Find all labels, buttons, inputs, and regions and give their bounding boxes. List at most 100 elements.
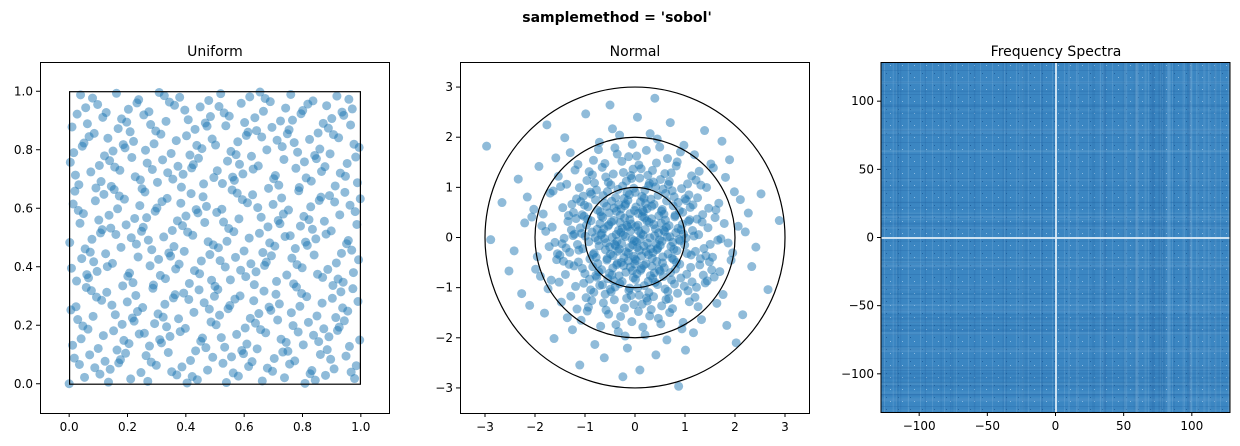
- uniform-point: [290, 244, 300, 254]
- uniform-point: [103, 133, 113, 143]
- uniform-point: [307, 224, 317, 234]
- uniform-point: [105, 156, 115, 166]
- normal-point: [717, 136, 727, 146]
- uniform-point: [258, 248, 268, 258]
- uniform-point: [256, 212, 266, 222]
- uniform-point: [145, 261, 155, 271]
- uniform-point: [322, 101, 332, 111]
- normal-point: [618, 167, 628, 177]
- normal-point: [497, 198, 507, 208]
- normal-point: [603, 221, 613, 231]
- normal-point: [605, 284, 615, 294]
- normal-point: [513, 174, 523, 184]
- normal-point: [568, 231, 578, 241]
- uniform-point: [201, 343, 211, 353]
- uniform-point: [146, 120, 156, 130]
- uniform-point: [328, 280, 338, 290]
- uniform-point: [309, 330, 319, 340]
- normal-points: [482, 93, 784, 391]
- normal-point: [604, 208, 614, 218]
- uniform-point: [297, 263, 307, 273]
- uniform-point: [73, 315, 83, 325]
- uniform-point: [324, 332, 334, 342]
- uniform-title: Uniform: [187, 44, 243, 60]
- uniform-point: [85, 350, 95, 360]
- normal-point: [594, 241, 604, 251]
- uniform-point: [343, 306, 353, 316]
- normal-point: [616, 311, 626, 321]
- uniform-point: [344, 94, 354, 104]
- normal-point: [686, 262, 696, 272]
- uniform-point: [251, 267, 261, 277]
- normal-point: [538, 209, 548, 219]
- uniform-point: [323, 264, 333, 274]
- normal-point: [627, 317, 637, 327]
- uniform-point: [294, 186, 304, 196]
- normal-point: [634, 290, 644, 300]
- uniform-point: [303, 317, 313, 327]
- normal-point: [707, 265, 717, 275]
- normal-point: [635, 173, 645, 183]
- normal-point: [689, 231, 699, 241]
- normal-point: [711, 205, 721, 215]
- uniform-point: [86, 286, 96, 296]
- uniform-point: [214, 101, 224, 111]
- normal-point: [558, 203, 568, 213]
- normal-point: [680, 194, 690, 204]
- uniform-point: [317, 166, 327, 176]
- uniform-point: [259, 286, 269, 296]
- normal-point: [665, 308, 675, 318]
- uniform-point: [78, 209, 88, 219]
- normal-point: [597, 162, 607, 172]
- normal-point: [588, 249, 598, 259]
- uniform-point: [113, 204, 123, 214]
- normal-point: [612, 260, 622, 270]
- uniform-point: [220, 262, 230, 272]
- uniform-point: [176, 182, 186, 192]
- uniform-point: [234, 214, 244, 224]
- normal-point: [571, 214, 581, 224]
- normal-point: [647, 165, 657, 175]
- uniform-point: [113, 124, 123, 134]
- normal-point: [649, 220, 659, 230]
- normal-point: [700, 126, 710, 136]
- uniform-point: [351, 152, 361, 162]
- uniform-point: [170, 100, 180, 110]
- normal-point: [593, 259, 603, 269]
- uniform-point: [261, 328, 271, 338]
- uniform-point: [329, 364, 339, 374]
- normal-point: [547, 222, 557, 232]
- uniform-point: [287, 253, 297, 263]
- uniform-point: [141, 145, 151, 155]
- uniform-point: [305, 369, 315, 379]
- uniform-point: [242, 339, 252, 349]
- uniform-point: [84, 132, 94, 142]
- normal-point: [615, 130, 625, 140]
- uniform-point: [176, 198, 186, 208]
- uniform-point: [112, 345, 122, 355]
- uniform-point: [306, 202, 316, 212]
- normal-point: [635, 365, 645, 375]
- uniform-point: [133, 252, 143, 262]
- x-tick-label: −1: [576, 420, 594, 434]
- uniform-point: [262, 145, 272, 155]
- uniform-point: [90, 196, 100, 206]
- uniform-point: [108, 146, 118, 156]
- normal-point: [702, 182, 712, 192]
- normal-y-axis: −3 −2 −1 0 1 2 3: [435, 80, 460, 395]
- uniform-point: [233, 371, 243, 381]
- normal-point: [562, 313, 572, 323]
- uniform-point: [254, 228, 264, 238]
- normal-point: [651, 158, 661, 168]
- uniform-point: [241, 130, 251, 140]
- normal-point: [660, 169, 670, 179]
- normal-point: [703, 223, 713, 233]
- uniform-point: [85, 247, 95, 257]
- uniform-point: [68, 199, 78, 209]
- uniform-point: [248, 190, 258, 200]
- normal-point: [576, 197, 586, 207]
- uniform-point: [258, 106, 268, 116]
- normal-x-axis: −3 −2 −1 0 1 2 3: [476, 413, 789, 434]
- normal-point: [582, 175, 592, 185]
- uniform-point: [74, 359, 84, 369]
